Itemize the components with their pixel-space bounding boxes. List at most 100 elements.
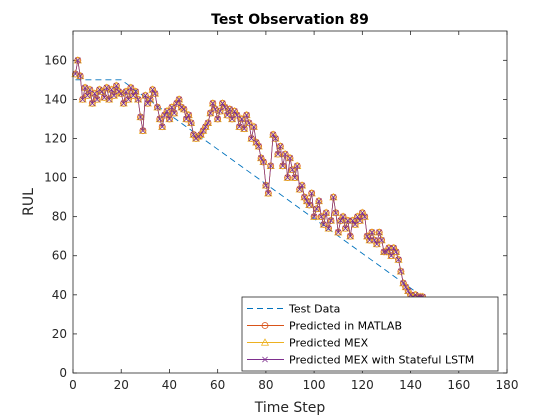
data-point <box>243 112 250 118</box>
data-point <box>310 212 319 220</box>
data-point <box>146 95 155 103</box>
data-point <box>390 245 397 251</box>
data-point <box>170 108 179 117</box>
y-tick-label: 100 <box>44 171 67 185</box>
data-point <box>250 123 257 130</box>
data-point <box>176 96 182 103</box>
data-point <box>363 231 372 240</box>
data-point <box>153 102 162 111</box>
data-point <box>337 217 344 224</box>
data-point <box>119 99 128 107</box>
data-point <box>199 126 208 134</box>
data-point <box>191 134 201 142</box>
x-tick-label: 60 <box>210 378 225 392</box>
data-point <box>78 95 87 103</box>
data-point <box>232 110 242 119</box>
x-tick-label: 180 <box>496 378 519 392</box>
data-point <box>314 196 324 205</box>
data-point <box>109 91 119 99</box>
data-point <box>398 268 404 275</box>
data-point <box>258 155 264 161</box>
data-point <box>94 96 100 103</box>
data-point <box>206 108 215 117</box>
data-point <box>127 84 134 91</box>
data-point <box>348 216 357 224</box>
data-point <box>326 216 336 224</box>
data-point <box>369 229 375 236</box>
data-point <box>291 174 298 181</box>
data-point <box>236 123 243 130</box>
data-point <box>137 114 144 120</box>
data-point <box>108 86 115 93</box>
data-point <box>278 161 287 169</box>
data-point <box>84 92 91 99</box>
data-point <box>138 126 148 134</box>
data-point <box>228 114 237 123</box>
data-point <box>164 108 170 115</box>
data-point <box>351 220 360 228</box>
legend-entry: Test Data <box>247 303 340 316</box>
data-point <box>324 224 333 232</box>
data-point <box>289 166 296 173</box>
data-point <box>323 209 330 216</box>
data-point <box>275 151 281 158</box>
data-point <box>372 239 381 248</box>
x-tick-label: 20 <box>114 378 129 392</box>
data-point <box>318 213 325 220</box>
series-predicted-mex-with-stateful-lstm <box>72 57 426 300</box>
data-point <box>267 162 274 169</box>
data-point <box>144 100 151 107</box>
data-point <box>201 122 210 130</box>
data-point <box>181 106 187 113</box>
data-point <box>161 112 168 118</box>
data-point <box>241 125 248 132</box>
data-point <box>190 131 197 138</box>
data-point <box>394 255 403 263</box>
data-point <box>246 119 252 126</box>
y-tick-label: 80 <box>52 210 67 224</box>
data-point <box>111 92 117 99</box>
data-point <box>263 182 269 189</box>
data-point <box>273 149 283 158</box>
data-point <box>343 216 352 224</box>
data-point <box>361 213 368 220</box>
legend-label: Predicted MEX with Stateful LSTM <box>289 354 474 367</box>
data-point <box>165 114 174 123</box>
data-point <box>376 229 383 236</box>
data-point <box>305 200 314 209</box>
axis-ticks: 0 20 40 60 80 100 120 140 160 180 0 20 40 60 80 100 120 1… <box>44 31 518 392</box>
data-point <box>135 96 141 103</box>
data-point <box>226 106 233 113</box>
data-point <box>330 194 337 200</box>
y-tick-label: 40 <box>52 288 67 302</box>
data-point <box>185 112 192 118</box>
data-point <box>134 95 143 103</box>
data-point <box>90 89 99 97</box>
data-point <box>270 131 277 138</box>
data-point <box>72 71 79 77</box>
data-point <box>342 225 349 232</box>
data-point <box>254 142 263 150</box>
data-point <box>366 237 373 243</box>
data-point <box>187 118 196 126</box>
legend-entry: Predicted in MATLAB <box>247 320 402 333</box>
data-point <box>365 235 374 244</box>
data-point <box>77 73 84 79</box>
data-point <box>316 198 322 204</box>
data-point <box>215 106 225 115</box>
data-point <box>297 181 307 189</box>
data-point <box>175 95 184 103</box>
data-point <box>132 88 139 95</box>
data-point <box>172 99 181 107</box>
data-point <box>378 237 385 243</box>
data-point <box>354 213 361 220</box>
x-tick-label: 80 <box>258 378 273 392</box>
data-point <box>371 237 378 243</box>
data-point <box>404 286 413 295</box>
chart-title: Test Observation 89 <box>211 12 369 28</box>
y-tick-label: 140 <box>44 92 67 106</box>
data-point <box>82 84 88 91</box>
data-point <box>131 87 140 95</box>
data-point <box>171 110 178 116</box>
